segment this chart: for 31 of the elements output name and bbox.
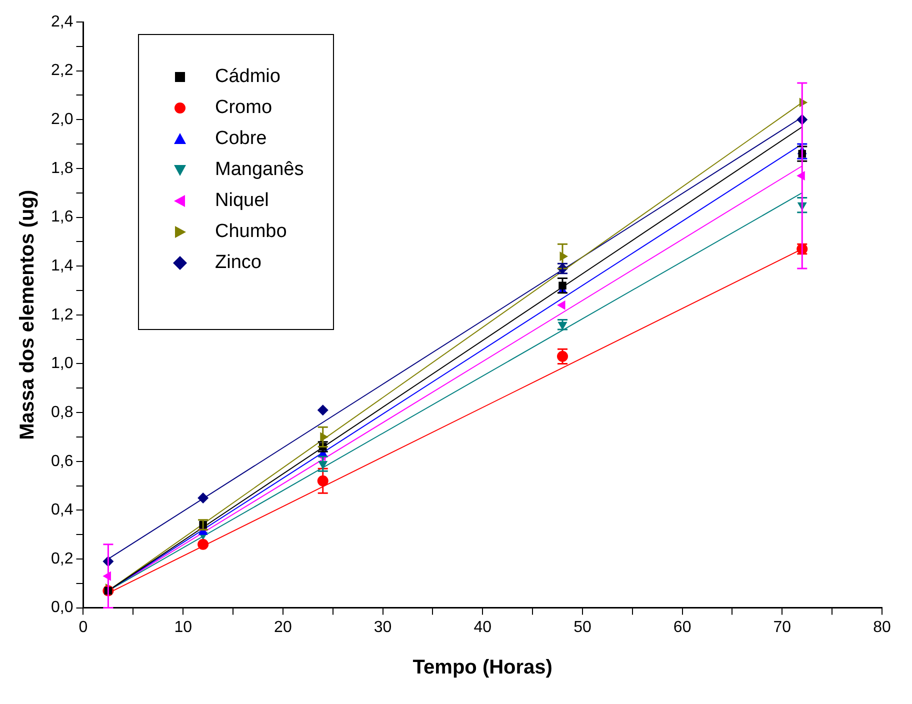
y-tick-label: 2,4	[50, 13, 74, 30]
legend-label: Chumbo	[215, 220, 287, 242]
legend-label: Zinco	[215, 252, 262, 274]
legend-label: Cádmio	[215, 66, 280, 88]
y-tick-label: 0,6	[50, 452, 74, 470]
x-tick-label: 60	[673, 618, 692, 636]
y-tick-label: 0,0	[50, 599, 74, 616]
y-tick-label: 2,0	[50, 111, 74, 128]
y-tick-label: 1,4	[50, 257, 74, 274]
x-tick-label: 10	[174, 618, 192, 636]
x-tick-label: 40	[474, 618, 492, 636]
x-tick-label: 70	[773, 618, 792, 636]
y-tick-label: 2,2	[50, 62, 74, 80]
legend-label: Cobre	[215, 128, 267, 150]
legend-label: Niquel	[215, 190, 269, 212]
x-tick-label: 0	[78, 618, 88, 636]
legend-label: Cromo	[215, 96, 272, 118]
x-tick-label: 50	[574, 618, 592, 636]
y-tick-label: 0,4	[50, 502, 74, 519]
y-tick-label: 0,8	[50, 404, 74, 421]
y-tick-label: 1,6	[50, 208, 74, 226]
y-tick-label: 1,8	[50, 160, 74, 177]
x-tick-label: 80	[873, 618, 891, 636]
y-tick-label: 0,2	[50, 550, 74, 568]
x-axis-title: Tempo (Horas)	[412, 656, 552, 679]
y-axis-title: Massa dos elementos (ug)	[16, 190, 39, 440]
y-tick-label: 1,0	[50, 355, 74, 372]
legend-label: Manganês	[215, 158, 304, 180]
x-tick-label: 30	[374, 618, 392, 636]
x-tick-label: 20	[274, 618, 292, 636]
y-tick-label: 1,2	[50, 306, 74, 324]
